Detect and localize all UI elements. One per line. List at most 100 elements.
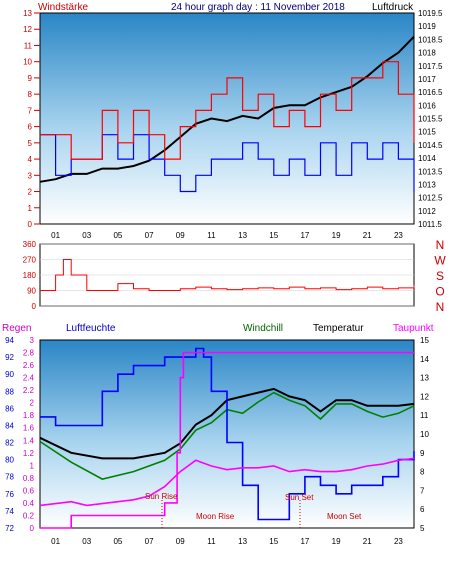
direction-tick-label: 90 xyxy=(27,287,36,296)
hour-tick-label: 03 xyxy=(82,537,91,546)
hour-tick-label: 07 xyxy=(145,537,154,546)
compass-letter: N xyxy=(436,300,445,314)
sun-rise-label: Sun Rise xyxy=(145,492,178,501)
hour-tick-label: 17 xyxy=(300,231,309,240)
rain-tick-label: 0.2 xyxy=(23,511,35,520)
wind-tick-label: 12 xyxy=(23,25,32,34)
wind-tick-label: 11 xyxy=(24,41,33,50)
pressure-tick-label: 1013.5 xyxy=(418,167,443,176)
hour-tick-label: 11 xyxy=(207,231,216,240)
hour-tick-label: 01 xyxy=(51,537,60,546)
humidity-tick-label: 72 xyxy=(5,524,14,533)
hour-tick-label: 11 xyxy=(207,537,216,546)
hour-tick-label: 23 xyxy=(394,537,403,546)
wind-tick-label: 9 xyxy=(28,74,33,83)
moon-set-label: Moon Set xyxy=(327,512,362,521)
pressure-axis-ticks: 1011.5 1012 1012.5 1013 1013.5 1014 1014.5 1015… xyxy=(418,9,443,229)
wind-tick-label: 2 xyxy=(28,188,33,197)
wind-tick-label: 4 xyxy=(28,155,33,164)
wind-tick-label: 7 xyxy=(28,106,33,115)
hour-tick-label: 01 xyxy=(51,231,60,240)
wind-tick-label: 5 xyxy=(28,139,33,148)
pressure-tick-label: 1017.5 xyxy=(418,62,443,71)
wind-tick-label: 3 xyxy=(28,171,33,180)
direction-tick-label: 270 xyxy=(23,256,37,265)
hour-tick-label: 09 xyxy=(176,537,185,546)
wind-strength-label: Windstärke xyxy=(38,2,88,13)
hour-tick-label: 09 xyxy=(176,231,185,240)
compass-letter: N xyxy=(436,238,445,252)
temperature-tick-label: 12 xyxy=(420,392,429,401)
legend-rain: Regen xyxy=(2,323,31,334)
rain-tick-label: 2.2 xyxy=(23,386,35,395)
temperature-series xyxy=(39,347,415,529)
temperature-axis-ticks: 5 6 7 8 9 10 11 12 13 14 15 xyxy=(420,336,429,533)
hour-axis-ticks-top: 01 03 05 07 09 11 13 15 17 19 21 23 xyxy=(51,231,403,240)
series-line xyxy=(40,259,415,291)
hour-tick-label: 19 xyxy=(332,231,341,240)
humidity-tick-label: 74 xyxy=(5,507,14,516)
hour-tick-label: 17 xyxy=(300,537,309,546)
air-pressure-label: Luftdruck xyxy=(372,2,414,13)
panel-wind-pressure xyxy=(39,12,415,225)
series-line xyxy=(40,134,415,193)
pressure-tick-label: 1012 xyxy=(418,207,436,216)
rain-tick-label: 1.8 xyxy=(23,411,35,420)
compass-letter: S xyxy=(436,269,444,283)
moon-rise-label: Moon Rise xyxy=(196,512,235,521)
hour-tick-label: 21 xyxy=(363,231,372,240)
pressure-tick-label: 1016 xyxy=(418,101,436,110)
pressure-tick-label: 1012.5 xyxy=(418,194,443,203)
series-line xyxy=(40,347,415,521)
compass-letter: W xyxy=(434,254,446,268)
wind-direction-series xyxy=(40,259,415,291)
legend-dewpoint: Taupunkt xyxy=(393,323,434,334)
rain-axis-ticks: 0 0.2 0.4 0.6 0.8 1 1.2 1.4 1.6 1.8 2 2.2 2.4 2.6 2.8 3 xyxy=(23,336,35,533)
humidity-tick-label: 86 xyxy=(5,404,14,413)
direction-tick-label: 180 xyxy=(23,271,37,280)
wind-tick-label: 13 xyxy=(23,9,32,18)
rain-tick-label: 0 xyxy=(30,524,35,533)
compass-letter: O xyxy=(435,285,444,299)
pressure-tick-label: 1013 xyxy=(418,180,436,189)
rain-tick-label: 1 xyxy=(30,461,35,470)
pressure-tick-label: 1018 xyxy=(418,49,436,58)
temperature-tick-label: 5 xyxy=(420,524,425,533)
pressure-tick-label: 1017 xyxy=(418,75,436,84)
temperature-tick-label: 6 xyxy=(420,505,425,514)
humidity-tick-label: 80 xyxy=(5,456,14,465)
humidity-tick-label: 78 xyxy=(5,473,14,482)
humidity-tick-label: 76 xyxy=(5,490,14,499)
rain-tick-label: 2.4 xyxy=(23,374,35,383)
temperature-tick-label: 9 xyxy=(420,449,425,458)
temperature-tick-label: 13 xyxy=(420,374,429,383)
direction-tick-label: 0 xyxy=(32,302,37,311)
rain-tick-label: 3 xyxy=(30,336,35,345)
wind-tick-label: 10 xyxy=(23,58,32,67)
humidity-axis-ticks: 72 74 76 78 80 82 84 86 88 90 92 94 xyxy=(5,336,14,533)
hour-tick-label: 05 xyxy=(113,231,122,240)
wind-tick-label: 6 xyxy=(28,123,33,132)
rain-tick-label: 0.6 xyxy=(23,486,35,495)
pressure-tick-label: 1015.5 xyxy=(418,115,443,124)
pressure-tick-label: 1019.5 xyxy=(418,9,443,18)
series-line xyxy=(39,391,415,480)
series-line xyxy=(40,351,414,529)
hour-tick-label: 13 xyxy=(238,537,247,546)
temperature-tick-label: 7 xyxy=(420,486,425,495)
hour-tick-label: 21 xyxy=(363,537,372,546)
wind-tick-label: 1 xyxy=(28,204,33,213)
chart-title: 24 hour graph day : 11 November 2018 xyxy=(171,2,345,13)
hour-tick-label: 15 xyxy=(269,537,278,546)
humidity-tick-label: 88 xyxy=(5,387,14,396)
humidity-tick-label: 94 xyxy=(5,336,14,345)
wind-pressure-series xyxy=(39,35,415,193)
temperature-tick-label: 14 xyxy=(420,355,429,364)
humidity-tick-label: 82 xyxy=(5,439,14,448)
rain-tick-label: 0.8 xyxy=(23,474,35,483)
hour-tick-label: 03 xyxy=(82,231,91,240)
pressure-tick-label: 1015 xyxy=(418,128,436,137)
